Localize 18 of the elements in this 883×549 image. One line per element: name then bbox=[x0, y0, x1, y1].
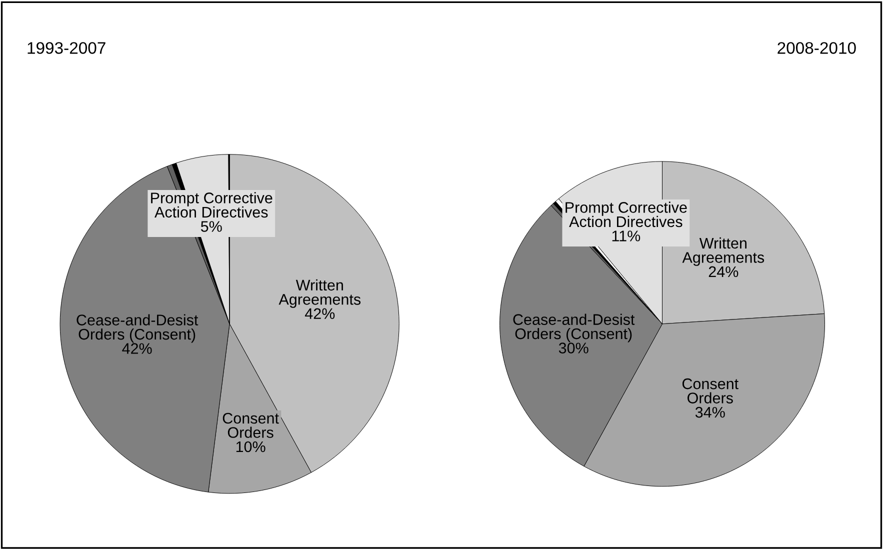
data-label: 10% bbox=[236, 441, 266, 452]
data-label: 30% bbox=[558, 342, 588, 354]
slice-label: Consent Orders bbox=[222, 412, 279, 438]
data-label: 11% bbox=[612, 230, 640, 242]
data-label: 5% bbox=[200, 221, 222, 232]
data-label: 24% bbox=[708, 266, 738, 278]
data-label: 34% bbox=[695, 406, 725, 418]
slice-label: Prompt Corrective Action Directives bbox=[566, 202, 687, 228]
chart-title: 2008-2010 bbox=[778, 42, 856, 54]
slice-label: Cease-and-Desist Orders (Consent) bbox=[513, 314, 635, 342]
slice-label: Written Agreements bbox=[278, 279, 361, 308]
slice-label: Written Agreements bbox=[682, 237, 764, 266]
slice-label: Cease-and-Desist Orders (Consent) bbox=[76, 314, 198, 343]
slice-label: Prompt Corrective Action Directives bbox=[151, 192, 272, 218]
chart-title: 1993-2007 bbox=[28, 42, 106, 54]
data-label: 42% bbox=[304, 308, 335, 320]
data-label: 42% bbox=[122, 343, 152, 354]
slice-label: Consent Orders bbox=[682, 378, 738, 404]
